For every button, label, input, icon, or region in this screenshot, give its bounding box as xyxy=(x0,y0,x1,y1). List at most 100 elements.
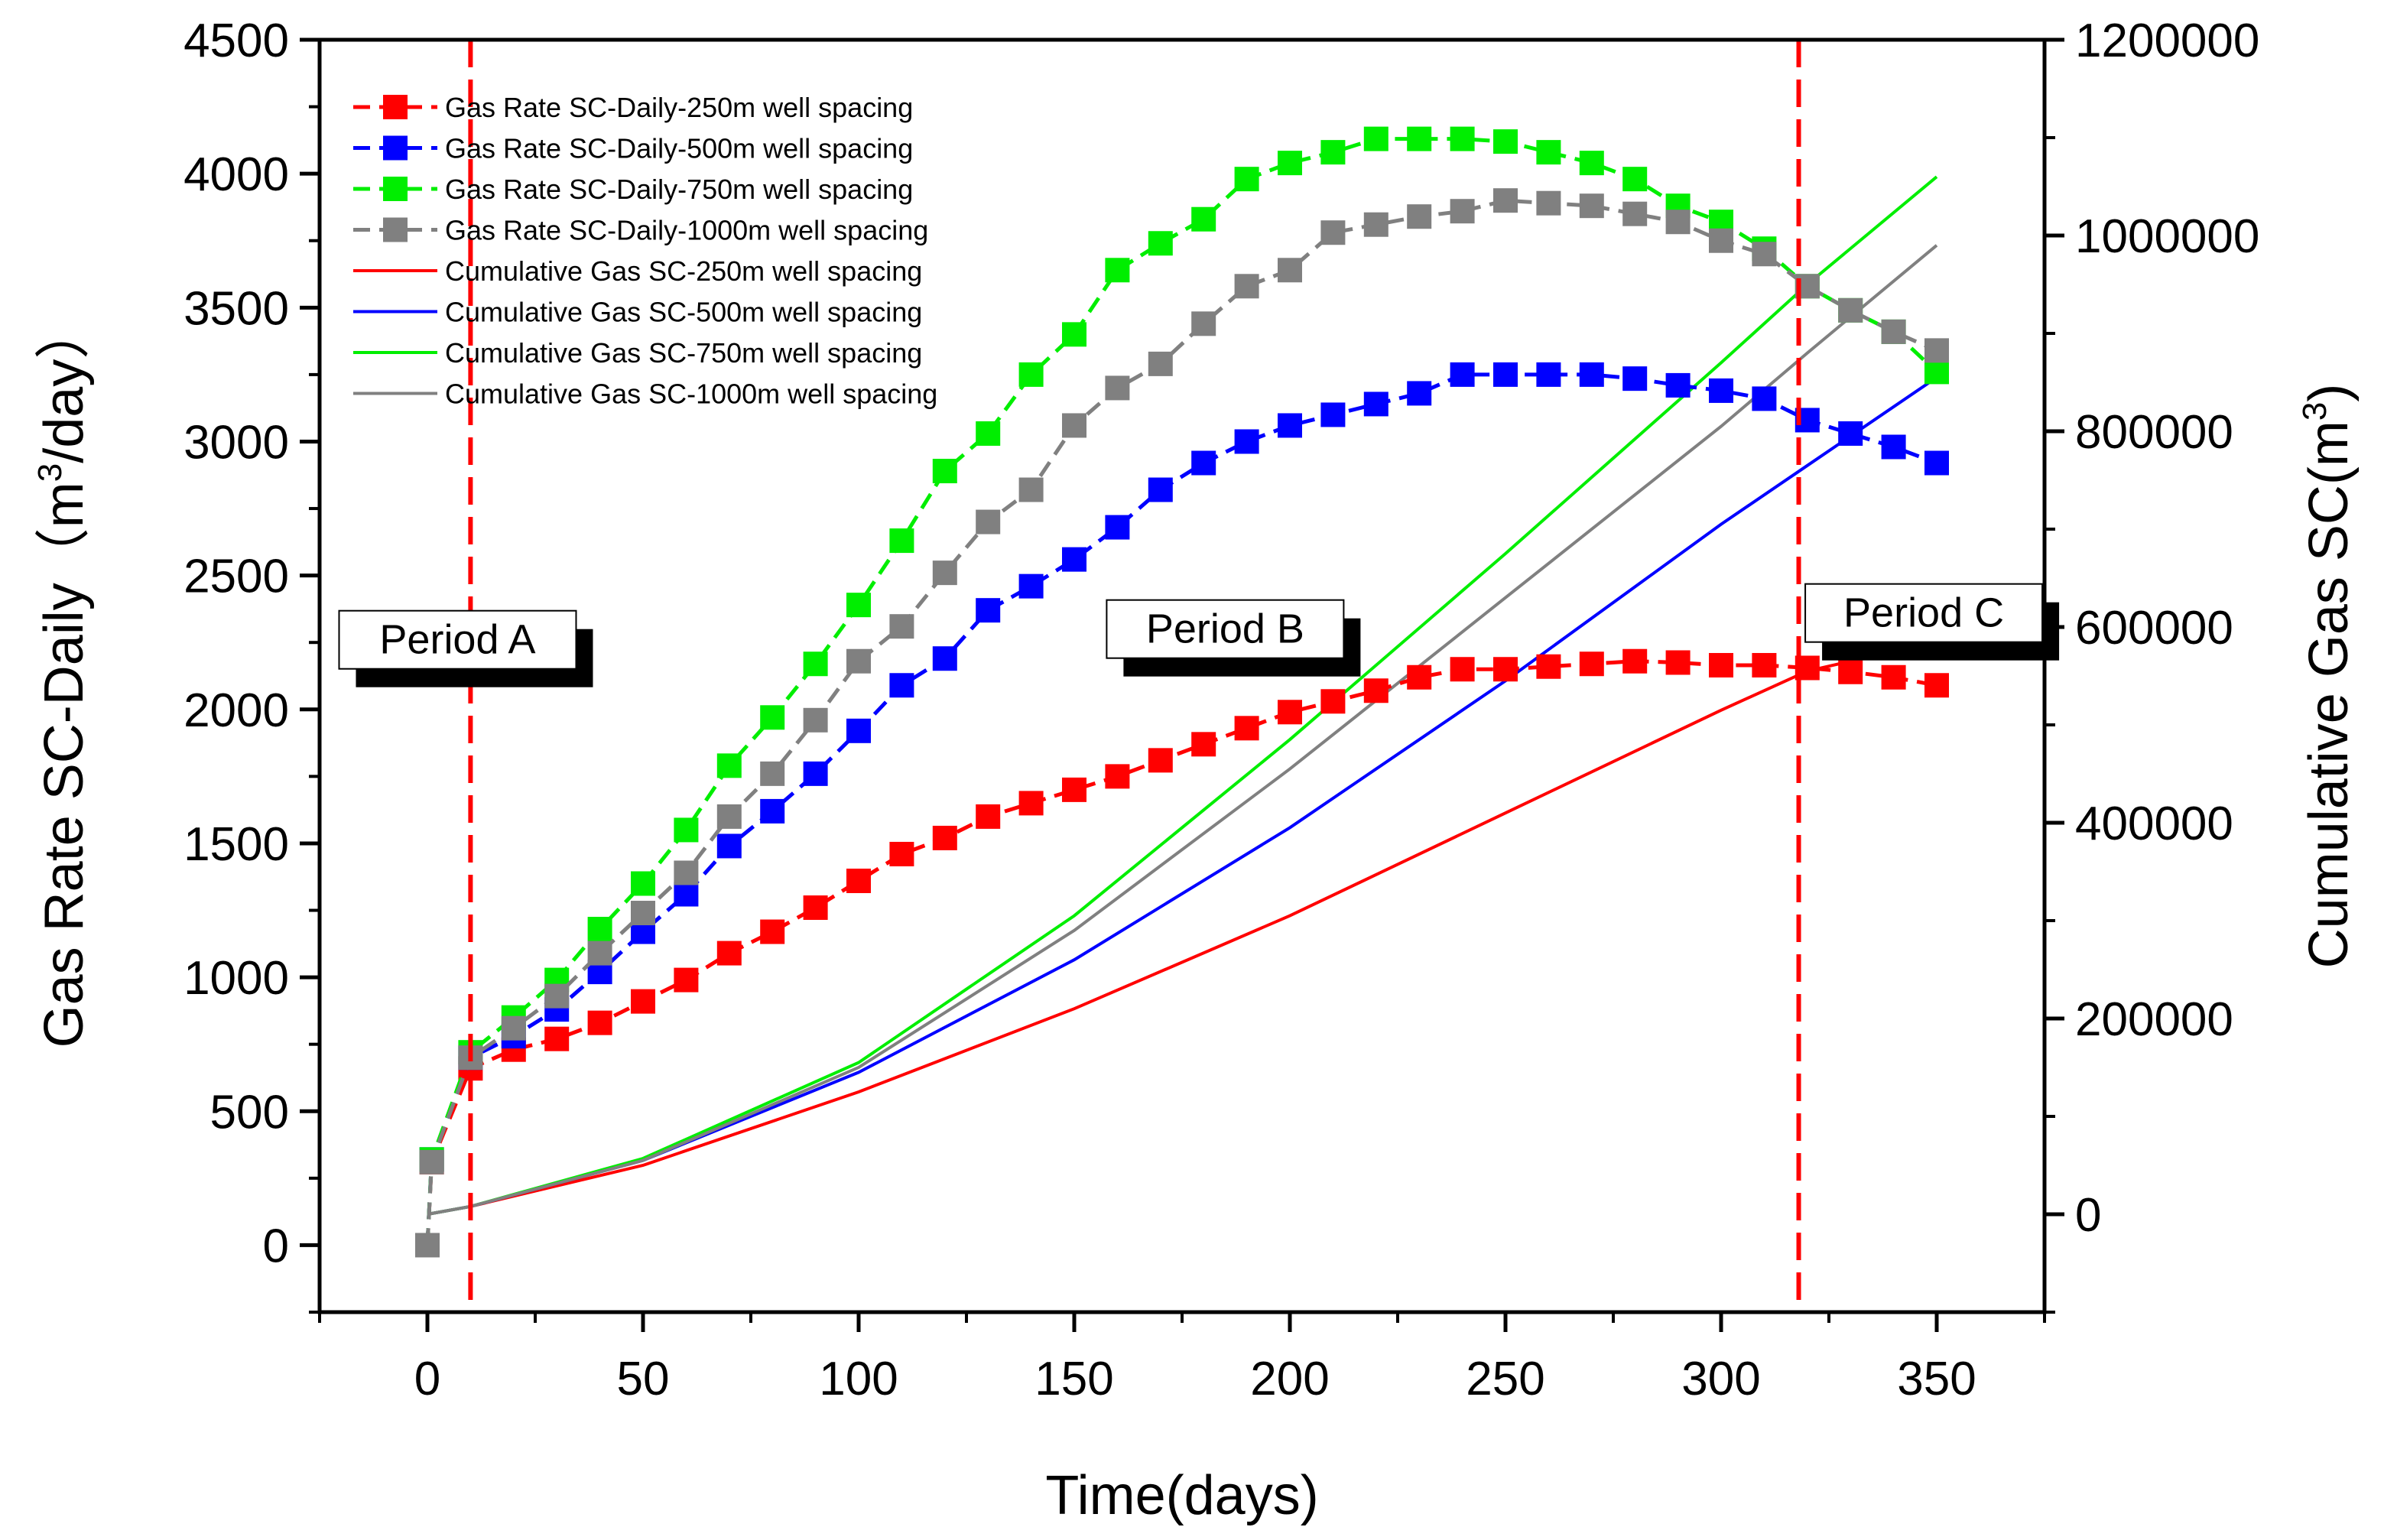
data-point xyxy=(846,868,871,893)
y-axis-title-tail: /day） xyxy=(34,304,95,463)
data-point xyxy=(1320,689,1346,714)
data-point xyxy=(631,901,655,926)
data-point xyxy=(1062,322,1086,347)
data-point xyxy=(803,761,828,786)
legend-swatch-marker xyxy=(383,95,408,119)
y2-axis-title: Cumulative Gas SC(m3) xyxy=(2296,384,2360,969)
data-point xyxy=(1018,791,1044,816)
data-point xyxy=(1579,362,1604,387)
data-point xyxy=(803,707,828,733)
data-point xyxy=(1018,573,1044,599)
x-tick-label: 200 xyxy=(1250,1353,1329,1405)
data-point xyxy=(1493,129,1518,154)
data-point xyxy=(1450,657,1475,682)
data-point xyxy=(1105,258,1130,283)
data-point xyxy=(932,459,957,484)
data-point xyxy=(1924,673,1949,698)
data-point xyxy=(1191,311,1216,336)
annotation-box xyxy=(1804,583,2044,643)
data-point xyxy=(760,705,785,730)
y2-tick-label: 1000000 xyxy=(2075,210,2259,263)
legend-item-gas-rate-sc-daily-500m-well-spacing: Gas Rate SC-Daily-500m well spacing xyxy=(353,133,913,164)
data-point xyxy=(1709,378,1733,403)
data-point xyxy=(501,1015,526,1041)
data-point xyxy=(1665,372,1691,398)
data-point xyxy=(1234,274,1259,299)
data-point xyxy=(544,1026,570,1051)
data-point xyxy=(1709,228,1733,253)
legend-label: Cumulative Gas SC-750m well spacing xyxy=(445,337,922,369)
data-point xyxy=(976,804,1001,829)
legend-label: Gas Rate SC-Daily-500m well spacing xyxy=(445,133,913,164)
data-point xyxy=(1363,212,1389,237)
legend-item-cumulative-gas-sc-1000m-well-spacing: Cumulative Gas SC-1000m well spacing xyxy=(353,379,937,410)
data-point xyxy=(716,804,742,829)
data-point xyxy=(932,825,957,850)
annotation-label: Period C xyxy=(1843,590,2004,636)
data-point xyxy=(1622,366,1648,391)
data-point xyxy=(1148,351,1173,376)
x-tick-label: 350 xyxy=(1897,1353,1976,1405)
data-point xyxy=(1752,386,1777,411)
annotation-box xyxy=(1106,599,1345,659)
series-gas-rate-sc-daily-1000m-well-spacing xyxy=(415,188,1949,1258)
data-point xyxy=(1320,402,1346,427)
legend-label: Cumulative Gas SC-250m well spacing xyxy=(445,255,922,287)
y2-tick-label: 400000 xyxy=(2075,798,2233,850)
y-tick-label: 2000 xyxy=(184,684,289,737)
data-point xyxy=(716,753,742,778)
data-point xyxy=(674,860,699,885)
data-point xyxy=(1234,716,1259,741)
legend-item-cumulative-gas-sc-750m-well-spacing: Cumulative Gas SC-750m well spacing xyxy=(353,337,922,369)
data-point xyxy=(889,528,914,554)
legend-label: Gas Rate SC-Daily-1000m well spacing xyxy=(445,215,928,246)
data-point xyxy=(1062,547,1086,572)
data-point xyxy=(1622,201,1648,226)
data-point xyxy=(1881,434,1906,460)
y-tick-label: 0 xyxy=(263,1220,289,1272)
data-point xyxy=(1924,450,1949,476)
data-point xyxy=(1105,515,1130,540)
data-point xyxy=(1450,199,1475,224)
annotation-label: Period B xyxy=(1146,606,1304,652)
data-point xyxy=(889,673,914,698)
legend-item-cumulative-gas-sc-500m-well-spacing: Cumulative Gas SC-500m well spacing xyxy=(353,297,922,328)
data-point xyxy=(587,917,612,942)
data-point xyxy=(976,421,1001,446)
y-tick-label: 2500 xyxy=(184,551,289,603)
legend-item-gas-rate-sc-daily-1000m-well-spacing: Gas Rate SC-Daily-1000m well spacing xyxy=(353,215,928,246)
data-point xyxy=(1320,220,1346,245)
y-tick-label: 4500 xyxy=(184,15,289,67)
data-point xyxy=(1838,421,1863,446)
data-point xyxy=(1191,450,1216,476)
data-point xyxy=(631,871,655,896)
annotation-period-b: Period B xyxy=(1106,599,1361,677)
data-point xyxy=(1363,678,1389,703)
data-point xyxy=(544,983,570,1009)
y2-tick-label: 200000 xyxy=(2075,993,2233,1046)
data-point xyxy=(1062,777,1086,802)
data-point xyxy=(1622,167,1648,192)
data-point xyxy=(760,798,785,824)
x-tick-label: 150 xyxy=(1034,1353,1113,1405)
data-point xyxy=(760,761,785,786)
data-point xyxy=(803,895,828,921)
x-tick-label: 300 xyxy=(1681,1353,1760,1405)
legend-swatch-marker xyxy=(383,217,408,242)
y-tick-label: 4000 xyxy=(184,148,289,201)
data-point xyxy=(1450,362,1475,387)
legend-swatch-marker xyxy=(383,135,408,161)
x-tick-label: 0 xyxy=(414,1353,440,1405)
legend-label: Gas Rate SC-Daily-750m well spacing xyxy=(445,174,913,205)
data-point xyxy=(1838,659,1863,684)
data-point xyxy=(1493,657,1518,682)
data-point xyxy=(803,651,828,677)
annotation-period-c: Period C xyxy=(1804,583,2060,661)
data-point xyxy=(1709,652,1733,677)
data-point xyxy=(1536,362,1561,387)
x-axis-title: Time(days) xyxy=(1045,1465,1318,1526)
data-point xyxy=(1579,651,1604,677)
data-point xyxy=(1363,126,1389,151)
y2-tick-label: 600000 xyxy=(2075,602,2233,655)
